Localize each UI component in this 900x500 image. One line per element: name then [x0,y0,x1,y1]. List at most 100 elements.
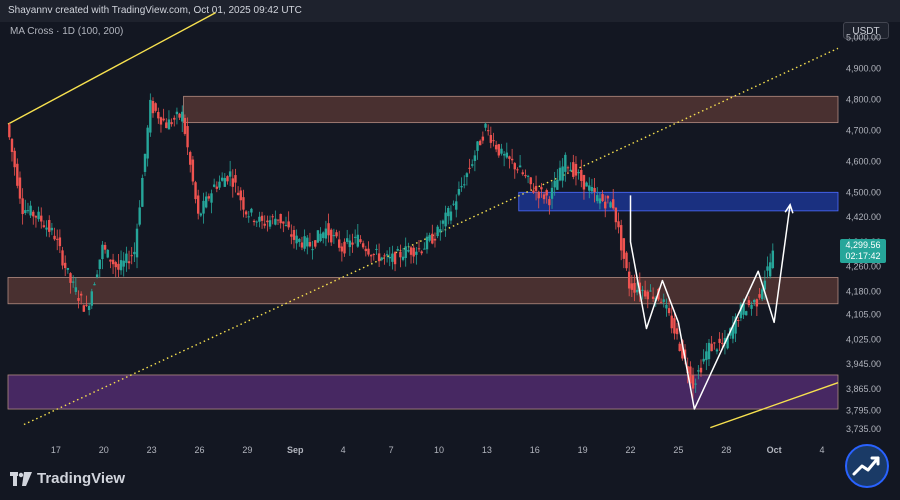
candle-body [242,197,245,210]
candle-body [468,167,471,169]
y-tick-label: 4,105.00 [846,310,881,320]
candle-body [505,152,508,158]
candle-body [702,358,705,362]
candle [191,155,195,186]
candle-body [356,234,360,247]
candle-body [502,154,506,156]
candle [186,117,189,155]
candle-body [768,262,772,277]
candle [391,245,394,270]
x-axis[interactable]: 17 20 23 26 29 Sep 4 7 10 13 16 19 22 25 28 Oct 4 [51,445,825,455]
candle-body [771,250,775,269]
candle [149,93,152,137]
candle-body [125,253,128,263]
candle [412,245,415,264]
candle-body [191,159,195,182]
candle-body [436,226,439,237]
candle-body [111,259,115,265]
candle-body [159,117,163,125]
candle-body [612,199,615,209]
candle-body [526,175,530,177]
candle-body [234,175,237,183]
candle [24,199,27,216]
candle [651,287,655,302]
currency-button[interactable]: USDT [843,22,889,39]
candle [58,229,62,254]
candle [199,212,203,218]
candle-body [252,220,256,223]
x-tick-label: 28 [721,445,731,455]
candle [154,102,157,113]
candle-body [513,163,516,170]
candle [298,237,301,247]
candle-body [622,238,626,259]
candle-body [399,251,402,258]
candle-body [165,122,168,129]
candle [85,295,88,307]
candle-body [130,255,133,257]
candle [715,348,719,355]
candle-body [204,196,208,208]
candle-body [327,223,330,236]
candle [745,310,748,316]
candle [322,231,325,244]
candle-body [343,241,346,254]
candle-body [74,287,78,292]
candle-body [85,304,88,306]
candle [69,272,72,294]
candle [428,232,431,243]
candle-body [322,232,325,239]
candle-body [651,296,655,299]
candle-body [98,259,101,269]
candle-body [48,220,51,232]
candle [106,249,109,259]
candle-body [659,301,663,303]
y-tick-label: 5,000.00 [846,32,881,42]
candle-body [308,242,312,247]
candle-body [127,261,131,264]
brand-name: TradingView [37,470,126,487]
candle-body [340,246,344,252]
candle-body [737,320,740,322]
x-tick-label: 4 [820,445,825,455]
candle-body [590,186,594,192]
candle-body [236,192,240,195]
x-tick-label: 26 [195,445,205,455]
candle-body [21,198,24,215]
candle-body [372,254,375,256]
candle [42,220,46,229]
candle [766,256,769,279]
candle [463,175,466,189]
candle-body [667,308,671,314]
trendline-layer [7,12,839,429]
candle [486,124,490,136]
candle [494,140,498,153]
current-price: 4,299.56 [845,240,881,250]
candle [481,131,485,144]
candle [95,270,99,279]
candle-body [540,187,543,190]
candle-body [319,233,322,242]
candle-body [561,166,564,181]
candle-body [643,290,647,297]
candle-body [473,155,477,161]
candle [582,174,586,200]
candle [234,168,237,193]
y-axis[interactable]: 5,000.00 4,900.00 4,800.00 4,700.00 4,600.00… [846,32,881,434]
candle-body [726,336,729,349]
candle-body [630,283,634,290]
candle [250,207,253,217]
candle [401,248,405,262]
candle-body [518,165,522,168]
candle [290,224,293,245]
candle-body [218,181,221,188]
indicator-legend[interactable]: MA Cross · 1D (100, 200) [10,26,124,37]
candle [82,304,86,312]
candle-body [183,118,187,134]
upper-channel-line [7,12,216,125]
tradingview-logo[interactable]: TradingView [10,470,125,487]
x-tick-label: 23 [147,445,157,455]
candle [662,293,665,308]
candle-body [162,118,165,121]
